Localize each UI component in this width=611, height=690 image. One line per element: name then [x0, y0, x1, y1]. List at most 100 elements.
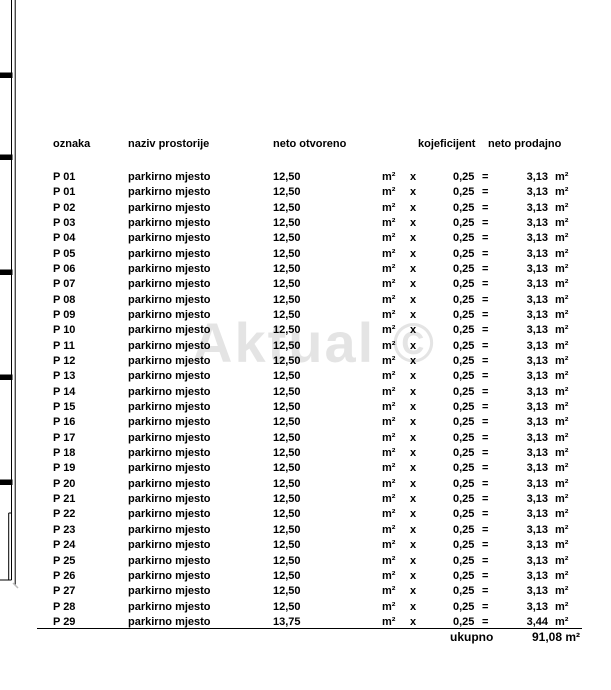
total-value: 91,08 m² [532, 630, 581, 644]
cell-unit-m2: m² [382, 477, 396, 490]
cell-unit-m2: m² [382, 569, 396, 582]
cell-unit-m2: m² [382, 201, 396, 214]
cell-equals: = [482, 569, 489, 582]
cell-unit-m2: m² [382, 293, 396, 306]
cell-unit-m2: m² [382, 278, 396, 291]
cell-prodajno: 3,13 [526, 508, 548, 521]
cell-naziv: parkirno mjesto [128, 554, 211, 567]
cell-multiply: x [410, 247, 417, 260]
cell-unit-m2: m² [555, 416, 569, 429]
cell-neto: 12,50 [273, 508, 301, 521]
table-row: P 04 parkirno mjesto 12,50 m² x 0,25 = 3… [0, 233, 611, 248]
cell-multiply: x [410, 477, 417, 490]
cell-equals: = [482, 293, 489, 306]
cell-unit-m2: m² [382, 247, 396, 260]
cell-naziv: parkirno mjesto [128, 324, 211, 337]
cell-neto: 12,50 [273, 447, 301, 460]
cell-unit-m2: m² [555, 385, 569, 398]
cell-equals: = [482, 201, 489, 214]
dimension-tick [0, 269, 13, 275]
cell-neto: 12,50 [273, 554, 301, 567]
cell-neto: 12,50 [273, 569, 301, 582]
cell-prodajno: 3,13 [526, 278, 548, 291]
cell-neto: 12,50 [273, 339, 301, 352]
cell-koeficijent: 0,25 [453, 600, 475, 613]
cell-equals: = [482, 477, 489, 490]
cell-multiply: x [410, 600, 417, 613]
cell-koeficijent: 0,25 [453, 523, 475, 536]
cell-koeficijent: 0,25 [453, 508, 475, 521]
cell-multiply: x [410, 232, 417, 245]
cell-oznaka: P 05 [53, 247, 76, 260]
cell-unit-m2: m² [555, 324, 569, 337]
table-row: P 10 parkirno mjesto 12,50 m² x 0,25 = 3… [0, 325, 611, 340]
total-label: ukupno [450, 630, 494, 644]
total-row: ukupno 91,08 m² [0, 631, 611, 647]
cell-unit-m2: m² [555, 201, 569, 214]
cell-unit-m2: m² [555, 232, 569, 245]
cell-multiply: x [410, 385, 417, 398]
table-row: P 02 parkirno mjesto 12,50 m² x 0,25 = 3… [0, 201, 611, 218]
table-row: P 17 parkirno mjesto 12,50 m² x 0,25 = 3… [0, 431, 611, 448]
cell-oznaka: P 01 [53, 171, 76, 183]
cell-unit-m2: m² [382, 339, 396, 352]
cell-prodajno: 3,13 [526, 339, 548, 352]
cell-multiply: x [410, 493, 417, 506]
table-row: P 05 parkirno mjesto 12,50 m² x 0,25 = 3… [0, 247, 611, 264]
cell-prodajno: 3,13 [526, 217, 548, 230]
cell-equals: = [482, 370, 489, 383]
cell-oznaka: P 15 [53, 401, 76, 414]
cell-prodajno: 3,13 [526, 600, 548, 613]
cell-unit-m2: m² [382, 615, 396, 628]
cell-multiply: x [410, 278, 417, 291]
cell-koeficijent: 0,25 [453, 309, 475, 322]
total-divider-line [37, 628, 582, 629]
cell-multiply: x [410, 615, 417, 628]
cell-unit-m2: m² [555, 523, 569, 536]
cell-multiply: x [410, 186, 417, 199]
cell-prodajno: 3,13 [526, 247, 548, 260]
cell-multiply: x [410, 401, 417, 414]
cell-prodajno: 3,13 [526, 416, 548, 429]
cell-unit-m2: m² [382, 539, 396, 552]
cell-naziv: parkirno mjesto [128, 186, 211, 199]
cell-unit-m2: m² [382, 385, 396, 398]
cell-koeficijent: 0,25 [453, 569, 475, 582]
cell-oznaka: P 21 [53, 493, 76, 506]
cell-neto: 12,50 [273, 293, 301, 306]
cell-naziv: parkirno mjesto [128, 171, 211, 183]
cell-unit-m2: m² [382, 585, 396, 598]
cell-unit-m2: m² [555, 278, 569, 291]
cell-oznaka: P 04 [53, 232, 76, 245]
cell-prodajno: 3,13 [526, 462, 548, 475]
cell-neto: 12,50 [273, 401, 301, 414]
cell-naziv: parkirno mjesto [128, 370, 211, 383]
cell-oznaka: P 06 [53, 263, 76, 276]
cell-prodajno: 3,13 [526, 186, 548, 199]
cell-equals: = [482, 615, 489, 628]
cell-multiply: x [410, 293, 417, 306]
cell-multiply: x [410, 339, 417, 352]
cell-neto: 12,50 [273, 217, 301, 230]
cell-naziv: parkirno mjesto [128, 462, 211, 475]
table-row: P 01 parkirno mjesto 12,50 m² x 0,25 = 3… [0, 172, 611, 187]
table-row: P 13 parkirno mjesto 12,50 m² x 0,25 = 3… [0, 371, 611, 386]
cell-oznaka: P 20 [53, 477, 76, 490]
cell-koeficijent: 0,25 [453, 401, 475, 414]
cell-multiply: x [410, 416, 417, 429]
cell-oznaka: P 16 [53, 416, 76, 429]
cell-naziv: parkirno mjesto [128, 385, 211, 398]
table-row: P 28 parkirno mjesto 12,50 m² x 0,25 = 3… [0, 600, 611, 617]
cell-equals: = [482, 416, 489, 429]
cell-koeficijent: 0,25 [453, 493, 475, 506]
cell-equals: = [482, 278, 489, 291]
cell-koeficijent: 0,25 [453, 263, 475, 276]
cell-multiply: x [410, 309, 417, 322]
cell-prodajno: 3,13 [526, 554, 548, 567]
table-row: P 24 parkirno mjesto 12,50 m² x 0,25 = 3… [0, 540, 611, 555]
cell-unit-m2: m² [555, 508, 569, 521]
cell-unit-m2: m² [382, 401, 396, 414]
cell-unit-m2: m² [382, 447, 396, 460]
cell-neto: 12,50 [273, 431, 301, 444]
